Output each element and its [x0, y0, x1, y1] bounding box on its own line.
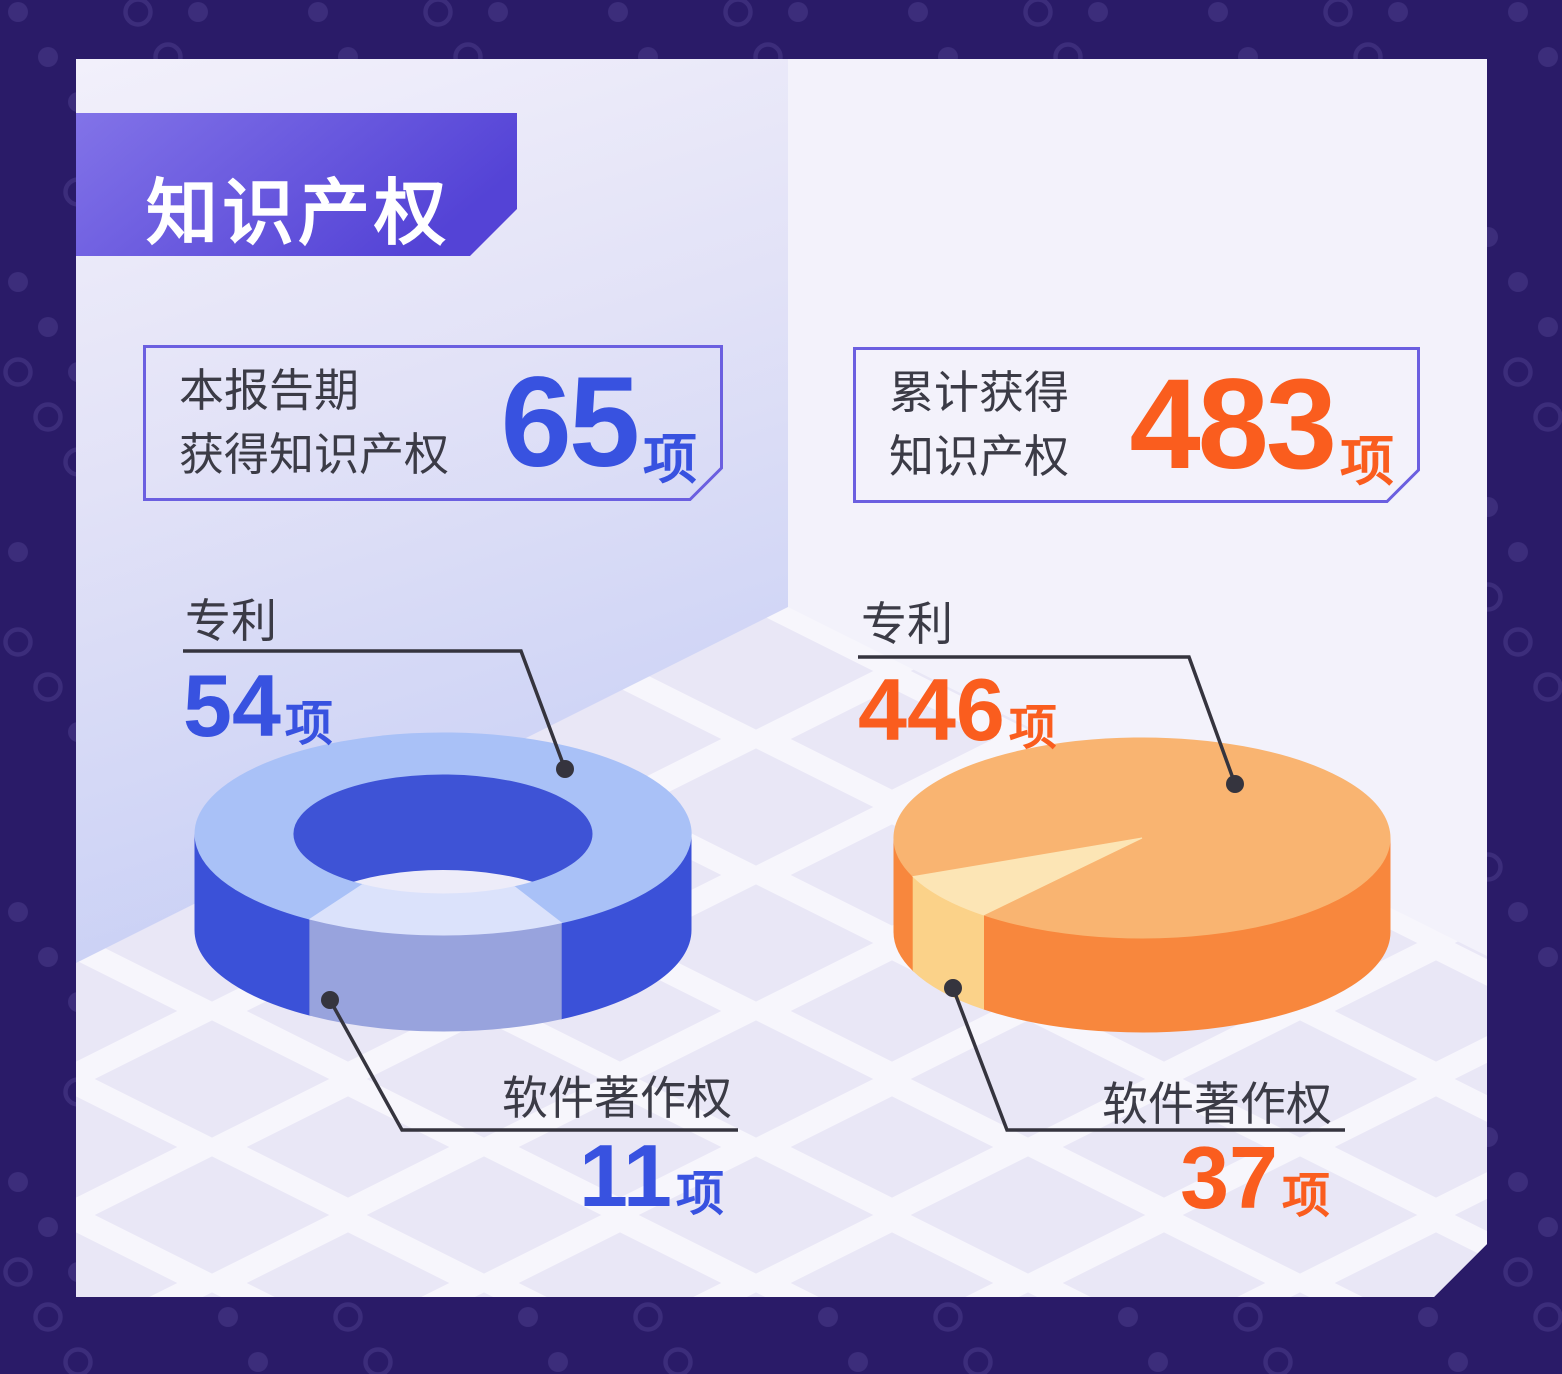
slice-unit: 项 — [1008, 702, 1057, 756]
stat-label: 本报告期 获得知识产权 — [179, 359, 449, 487]
leader-dot-patent-right — [1226, 775, 1244, 793]
infographic-card: 知识产权 本报告期 获得知识产权 65 — [76, 59, 1487, 1297]
stat-label-line1: 累计获得 — [889, 367, 1070, 419]
slice-label-software-right: 软件著作权 — [1102, 1078, 1332, 1130]
slice-unit: 项 — [284, 698, 333, 752]
slice-value-patent-right: 446 项 — [858, 660, 1057, 759]
stat-label-line1: 本报告期 — [179, 365, 360, 417]
donut-chart-current-period — [194, 732, 692, 1032]
stat-number: 483 项 — [1129, 352, 1394, 496]
stat-card-cumulative: 累计获得 知识产权 483 项 — [853, 347, 1420, 503]
leader-line-software-right — [951, 987, 1345, 1132]
stat-label-line2: 获得知识产权 — [179, 429, 450, 480]
leader-dot-patent-left — [556, 760, 574, 778]
leader-line-patent-right — [858, 655, 1237, 785]
slice-label-patent-right: 专利 — [861, 598, 953, 650]
isometric-room-background — [76, 59, 1487, 1297]
stat-unit: 项 — [643, 430, 697, 491]
slice-label-patent-left: 专利 — [185, 595, 277, 647]
right-wall — [788, 59, 1487, 956]
stat-label: 累计获得 知识产权 — [889, 361, 1069, 489]
slice-value-software-left: 11 项 — [578, 1126, 724, 1225]
left-wall — [76, 59, 788, 963]
stat-card-current-period: 本报告期 获得知识产权 65 项 — [143, 345, 723, 501]
leader-line-software-left — [328, 999, 738, 1132]
stat-value: 483 — [1129, 352, 1337, 496]
stat-label-line2: 知识产权 — [889, 431, 1070, 482]
slice-label-software-left: 软件著作权 — [502, 1072, 732, 1124]
stat-value: 65 — [500, 350, 640, 494]
stat-number: 65 项 — [500, 350, 697, 494]
stat-card-border — [853, 347, 1420, 503]
charts-layer — [194, 732, 1391, 1033]
pie-chart-cumulative — [893, 737, 1391, 1033]
leader-dot-software-left — [321, 991, 339, 1009]
callout-lines-layer — [183, 649, 1345, 1132]
page-title: 知识产权 — [146, 174, 451, 254]
slice-value: 54 — [183, 656, 281, 755]
stat-unit: 项 — [1340, 432, 1394, 493]
leader-dot-software-right — [944, 979, 962, 997]
slice-value: 37 — [1180, 1128, 1278, 1227]
title-ribbon — [76, 113, 517, 256]
slice-value-patent-left: 54 项 — [183, 656, 333, 755]
leader-line-patent-left — [183, 649, 567, 770]
slice-value: 446 — [858, 660, 1005, 759]
slice-unit: 项 — [1281, 1170, 1330, 1224]
slice-value-software-right: 37 项 — [1180, 1128, 1330, 1227]
slice-value: 11 — [578, 1126, 672, 1225]
slice-unit: 项 — [675, 1168, 724, 1222]
stat-card-border — [143, 345, 723, 501]
